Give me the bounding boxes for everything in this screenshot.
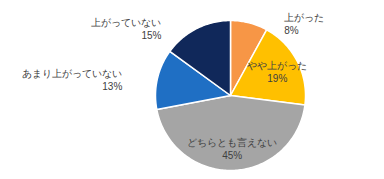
svg-text:あまり上がっていない13%: あまり上がっていない13% [22, 68, 122, 92]
svg-text:どちらとも言えない45%: どちらとも言えない45% [187, 137, 277, 161]
svg-text:やや上がった19%: やや上がった19% [247, 60, 307, 84]
svg-text:上がっていない15%: 上がっていない15% [91, 17, 161, 41]
svg-text:上がった8%: 上がった8% [284, 12, 324, 36]
